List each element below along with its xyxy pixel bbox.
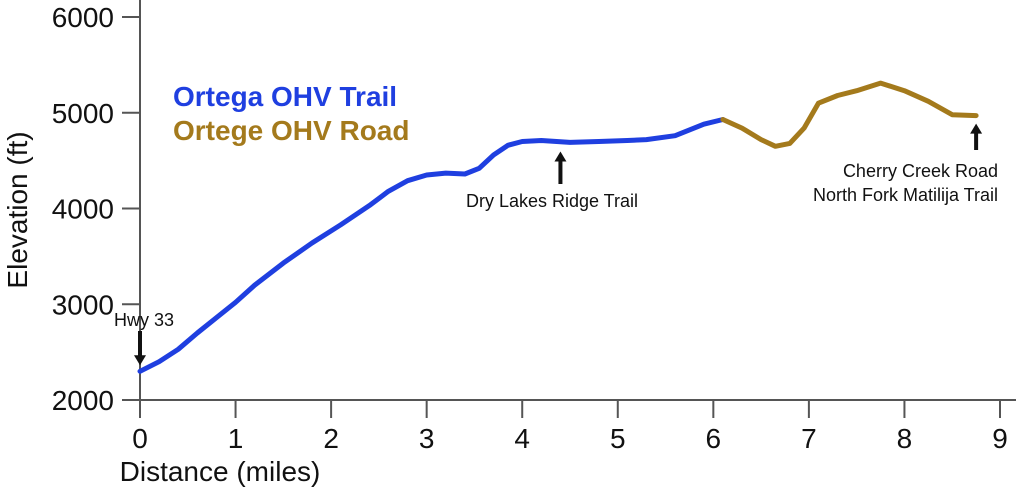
x-tick-label: 4 <box>514 423 530 454</box>
y-axis-title: Elevation (ft) <box>2 131 33 288</box>
y-tick-label: 3000 <box>52 289 114 320</box>
dry-lakes-arrow-head <box>554 151 567 162</box>
x-tick-label: 8 <box>897 423 913 454</box>
y-tick-label: 2000 <box>52 385 114 416</box>
annotation-line: Cherry Creek Road <box>843 161 998 181</box>
annotations: Hwy 33 Dry Lakes Ridge Trail Cherry Creek … <box>114 123 998 366</box>
x-tick-label: 1 <box>228 423 244 454</box>
x-tick-label: 3 <box>419 423 435 454</box>
y-tick-label: 5000 <box>52 98 114 129</box>
x-tick-label: 2 <box>323 423 339 454</box>
annotation-dry-lakes-ridge-trail: Dry Lakes Ridge Trail <box>466 191 638 211</box>
x-axis-title: Distance (miles) <box>120 456 321 487</box>
annotation-hwy-33: Hwy 33 <box>114 310 174 330</box>
cherry-creek-arrow-head <box>970 123 983 134</box>
x-tick-label: 5 <box>610 423 626 454</box>
hwy-33-arrow-head <box>134 355 146 366</box>
y-tick-label: 4000 <box>52 194 114 225</box>
legend-ortege-road: Ortege OHV Road <box>173 115 409 146</box>
series-line-ortege-ohv-road <box>720 80 979 149</box>
annotation-line: North Fork Matilija Trail <box>813 185 998 205</box>
x-tick-label: 6 <box>706 423 722 454</box>
y-tick-label: 6000 <box>52 2 114 33</box>
legend-ortega-trail: Ortega OHV Trail <box>173 81 397 112</box>
series-line-ortega-ohv-trail <box>137 117 726 374</box>
x-tick-label: 0 <box>132 423 148 454</box>
series-lines <box>137 80 979 374</box>
x-tick-label: 9 <box>992 423 1008 454</box>
x-tick-label: 7 <box>801 423 817 454</box>
tick-marks: 2000 3000 4000 5000 6000 0 1 2 3 4 5 6 7 8 9 <box>52 2 1008 454</box>
